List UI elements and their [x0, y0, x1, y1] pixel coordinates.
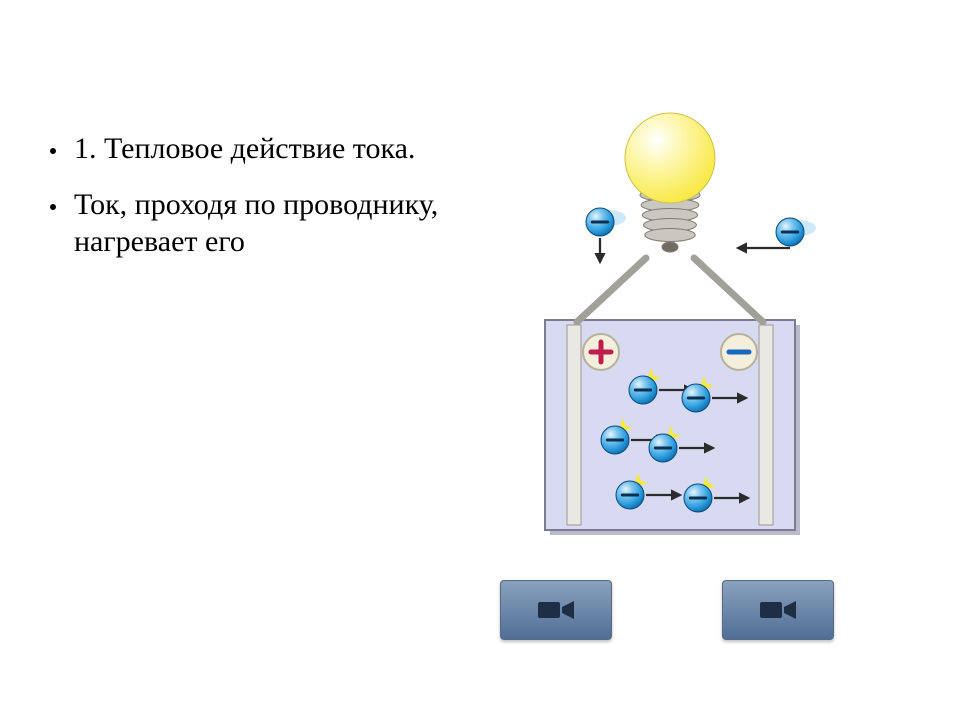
video-button-next[interactable] [722, 580, 834, 640]
text-column: 1. Тепловое действие тока. Ток, проходя … [50, 130, 440, 279]
video-camera-icon [536, 598, 576, 622]
bullet-item: Ток, проходя по проводнику, нагревает ег… [50, 186, 440, 261]
video-camera-icon [758, 598, 798, 622]
bullet-item: 1. Тепловое действие тока. [50, 130, 440, 168]
bullet-dot [50, 204, 56, 210]
bullet-text: Ток, проходя по проводнику, нагревает ег… [74, 186, 440, 261]
video-button-prev[interactable] [500, 580, 612, 640]
circuit-diagram [460, 100, 880, 540]
bullet-dot [50, 148, 56, 154]
slide: 1. Тепловое действие тока. Ток, проходя … [0, 0, 960, 720]
nav-button-row [500, 580, 834, 640]
bullet-text: 1. Тепловое действие тока. [74, 130, 415, 168]
